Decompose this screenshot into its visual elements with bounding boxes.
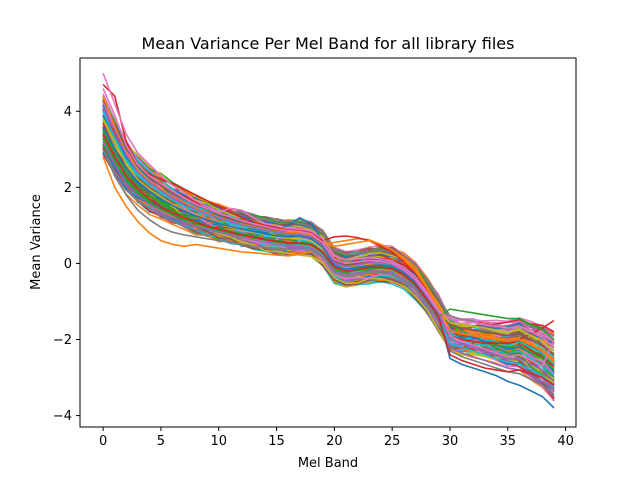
series-line [102, 95, 555, 363]
series-line [102, 84, 555, 345]
y-tick-label: 0 [64, 257, 72, 272]
y-axis: −4 −2 0 2 4 [53, 105, 80, 424]
series-line [102, 126, 555, 409]
series-line [102, 141, 555, 392]
x-tick-label: 30 [442, 434, 459, 449]
series-line [102, 99, 555, 356]
x-tick-label: 40 [557, 434, 574, 449]
series-line [102, 116, 555, 338]
series-line [102, 124, 555, 348]
x-axis-label: Mel Band [298, 456, 358, 471]
chart-title: Mean Variance Per Mel Band for all libra… [142, 34, 515, 53]
x-tick-label: 0 [99, 434, 107, 449]
y-axis-label: Mean Variance [29, 194, 44, 290]
series-line [102, 115, 555, 339]
x-tick-label: 10 [210, 434, 227, 449]
series-line [102, 115, 555, 342]
x-tick-label: 35 [500, 434, 517, 449]
series-line [102, 124, 555, 334]
series-line [102, 72, 555, 368]
series-line [102, 118, 555, 380]
series-line [102, 104, 555, 345]
x-tick-label: 15 [268, 434, 285, 449]
series-line [102, 107, 555, 382]
series-line [102, 156, 555, 362]
x-tick-label: 20 [326, 434, 343, 449]
plot-frame [79, 57, 577, 428]
y-tick-label: 4 [64, 105, 72, 120]
y-tick-label: −2 [53, 333, 72, 348]
x-axis: 0 5 10 15 20 25 30 35 40 [99, 427, 574, 449]
series-line [102, 114, 555, 357]
series-line [102, 120, 555, 355]
x-tick-label: 5 [157, 434, 165, 449]
x-tick-label: 25 [384, 434, 401, 449]
series-line [102, 126, 555, 343]
series-line [102, 148, 555, 398]
series-line [102, 127, 555, 345]
series-line [102, 88, 555, 348]
y-tick-label: −4 [53, 409, 72, 424]
series-line [102, 118, 555, 352]
series-line [102, 133, 555, 386]
y-tick-label: 2 [64, 181, 72, 196]
series-line [102, 108, 555, 337]
series-layer [102, 72, 555, 409]
